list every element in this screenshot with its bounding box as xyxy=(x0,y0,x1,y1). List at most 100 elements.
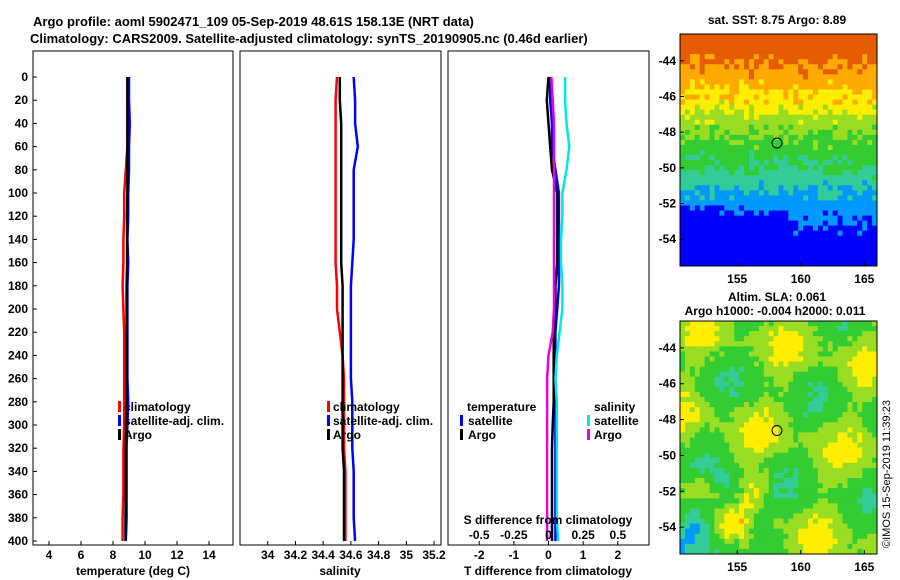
heatmap-cell xyxy=(744,245,750,252)
heatmap-cell xyxy=(714,326,720,332)
heatmap-cell xyxy=(812,422,819,428)
heatmap-cell xyxy=(852,109,858,116)
heatmap-cell xyxy=(739,518,745,525)
heatmap-cell xyxy=(798,407,804,413)
heatmap-cell xyxy=(739,437,745,443)
heatmap-cell xyxy=(872,508,878,514)
heatmap-cell xyxy=(798,533,804,540)
heatmap-cell xyxy=(684,543,691,550)
heatmap-cell xyxy=(808,498,814,504)
heatmap-cell xyxy=(788,119,794,126)
heatmap-cell xyxy=(719,361,725,367)
heatmap-cell xyxy=(684,260,691,267)
heatmap-cell xyxy=(778,548,784,555)
heatmap-cell xyxy=(842,457,848,464)
heatmap-cell xyxy=(812,508,819,514)
heatmap-cell xyxy=(798,488,804,494)
heatmap-cell xyxy=(837,452,843,459)
heatmap-cell xyxy=(847,205,853,211)
heatmap-cell xyxy=(837,371,843,378)
heatmap-cell xyxy=(719,34,725,40)
heatmap-cell xyxy=(768,538,774,545)
heatmap-cell xyxy=(704,64,710,70)
heatmap-cell xyxy=(729,483,735,489)
heatmap-cell xyxy=(763,210,770,216)
heatmap-cell xyxy=(714,79,720,85)
heatmap-cell xyxy=(812,44,819,50)
heatmap-cell xyxy=(689,391,696,398)
heatmap-cell xyxy=(699,538,706,545)
heatmap-cell xyxy=(852,356,858,362)
heatmap-cell xyxy=(812,210,819,216)
heatmap-cell xyxy=(709,205,715,211)
heatmap-cell xyxy=(867,493,873,499)
heatmap-cell xyxy=(704,119,710,126)
heatmap-cell xyxy=(758,321,765,327)
heatmap-cell xyxy=(808,235,814,242)
heatmap-cell xyxy=(680,64,686,70)
heatmap-cell xyxy=(842,442,848,449)
t-difference-tick-labels: -2 -1 0 1 2 xyxy=(474,541,621,562)
heatmap-cell xyxy=(758,94,765,100)
heatmap-cell xyxy=(798,417,804,423)
heatmap-cell xyxy=(867,331,873,337)
heatmap-cell xyxy=(812,54,819,60)
heatmap-cell xyxy=(867,513,873,519)
heatmap-cell xyxy=(783,412,789,418)
heatmap-cell xyxy=(684,245,691,252)
heatmap-cell xyxy=(748,402,755,408)
heatmap-cell xyxy=(748,34,755,40)
heatmap-cell xyxy=(744,346,750,352)
heatmap-cell xyxy=(719,84,725,90)
heatmap-cell xyxy=(857,457,863,464)
heatmap-cell xyxy=(734,109,740,116)
heatmap-cell xyxy=(778,215,784,222)
heatmap-cell xyxy=(753,417,760,423)
heatmap-cell xyxy=(744,89,750,95)
heatmap-cell xyxy=(744,44,750,50)
heatmap-cell xyxy=(827,381,834,388)
heatmap-cell xyxy=(847,59,853,65)
heatmap-cell xyxy=(783,114,789,121)
heatmap-cell xyxy=(872,518,878,525)
heatmap-cell xyxy=(822,402,829,408)
heatmap-cell xyxy=(739,483,745,489)
heatmap-cell xyxy=(798,190,804,196)
heatmap-cell xyxy=(837,230,843,237)
heatmap-cell xyxy=(862,155,868,161)
heatmap-cell xyxy=(734,422,740,428)
heatmap-cell xyxy=(832,69,838,75)
heatmap-cell xyxy=(817,240,824,247)
heatmap-cell xyxy=(719,215,725,222)
heatmap-cell xyxy=(729,64,735,70)
heatmap-cell xyxy=(734,402,740,408)
heatmap-cell xyxy=(763,472,770,479)
heatmap-cell xyxy=(793,412,799,418)
heatmap-cell xyxy=(768,250,774,257)
heatmap-cell xyxy=(817,452,824,459)
heatmap-cell xyxy=(872,165,878,171)
heatmap-cell xyxy=(753,34,760,40)
heatmap-cell xyxy=(763,407,770,413)
heatmap-cell xyxy=(778,376,784,383)
heatmap-cell xyxy=(803,175,809,181)
heatmap-cell xyxy=(768,230,774,237)
heatmap-cell xyxy=(837,321,843,327)
heatmap-cell xyxy=(724,114,730,121)
heatmap-cell xyxy=(729,467,735,474)
heatmap-cell xyxy=(862,235,868,242)
heatmap-cell xyxy=(758,498,765,504)
heatmap-cell xyxy=(748,185,755,191)
heatmap-cell xyxy=(724,84,730,90)
heatmap-cell xyxy=(812,442,819,449)
heatmap-cell xyxy=(729,205,735,211)
heatmap-cell xyxy=(724,528,730,535)
temperature-lines xyxy=(121,77,132,542)
heatmap-cell xyxy=(822,89,829,95)
heatmap-cell xyxy=(744,523,750,530)
heatmap-cell xyxy=(704,376,710,383)
heatmap-cell xyxy=(739,54,745,60)
heatmap-cell xyxy=(689,331,696,337)
heatmap-cell xyxy=(768,109,774,116)
heatmap-cell xyxy=(867,518,873,525)
